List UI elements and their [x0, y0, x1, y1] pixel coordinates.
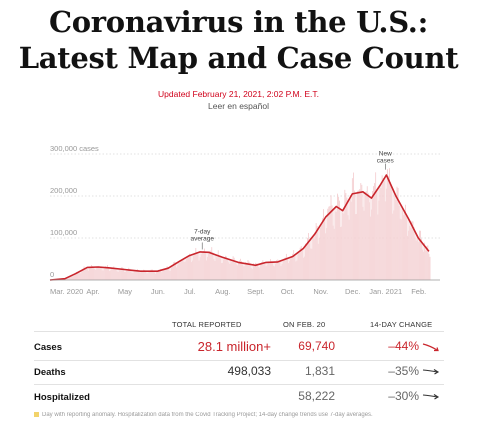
- x-tick-label: Jul.: [184, 287, 196, 296]
- hospitalized-change: –30%: [388, 389, 419, 403]
- headline-line-1: Coronavirus in the U.S.:: [48, 5, 429, 39]
- updated-timestamp: Updated February 21, 2021, 2:02 P.M. E.T…: [158, 89, 319, 99]
- annotation-line: 7-day: [194, 228, 211, 235]
- row-label-hospitalized: Hospitalized: [34, 392, 90, 403]
- daily-bar: [429, 256, 431, 280]
- y-tick-label: 200,000: [50, 186, 77, 195]
- row-label-cases: Cases: [34, 342, 62, 353]
- col-header-change: 14-DAY CHANGE: [370, 320, 433, 329]
- chart-line: [49, 174, 430, 281]
- x-tick-label: Feb.: [411, 287, 426, 296]
- x-tick-label: Jan. 2021: [369, 287, 402, 296]
- deaths-on-date: 1,831: [304, 364, 335, 378]
- col-header-on-date: ON FEB. 20: [283, 320, 326, 329]
- footnote-text: Day with reporting anomaly. Hospitalizat…: [42, 412, 373, 419]
- trend-arrow-icon: [422, 369, 440, 375]
- annotation-line: average: [190, 235, 214, 242]
- daily-bar: [428, 253, 430, 280]
- x-tick-label: Sept.: [247, 287, 265, 296]
- annotation-new-cases: New cases: [377, 151, 395, 165]
- annotation-line: cases: [377, 158, 395, 165]
- headline-line-2: Latest Map and Case Count: [18, 41, 459, 75]
- deaths-total: 498,033: [227, 364, 271, 378]
- x-tick-label: Aug.: [215, 287, 230, 296]
- y-tick-label: 100,000: [50, 228, 77, 237]
- trend-arrow-icon: [422, 394, 440, 400]
- average-area: [50, 175, 429, 280]
- annotation-line: New: [379, 151, 392, 158]
- row-divider: [34, 331, 444, 332]
- x-tick-label: Dec.: [345, 287, 360, 296]
- y-tick-label: 300,000 cases: [50, 144, 99, 153]
- x-tick-label: Oct.: [281, 287, 295, 296]
- hospitalized-on-date: 58,222: [298, 389, 335, 403]
- footnote: Day with reporting anomaly. Hospitalizat…: [34, 412, 454, 418]
- trend-arrow-icon: [422, 343, 439, 352]
- espanol-link[interactable]: Leer en español: [208, 101, 269, 111]
- row-divider: [34, 360, 444, 361]
- cases-chart: 0 100,000 200,000 300,000 cases Mar. 2020 Apr…: [49, 144, 440, 296]
- chart-labels: 0 100,000 200,000 300,000 cases Mar. 2020 Apr…: [50, 144, 426, 296]
- x-tick-label: Jun.: [151, 287, 165, 296]
- chart-annotations: 7-day average New cases: [190, 151, 395, 250]
- col-header-total: TOTAL REPORTED: [172, 320, 242, 329]
- deaths-change: –35%: [388, 364, 419, 378]
- cases-change: –44%: [388, 339, 419, 353]
- cases-total: 28.1 million+: [197, 339, 271, 354]
- row-label-deaths: Deaths: [34, 367, 66, 378]
- average-line: [49, 174, 430, 281]
- y-tick-label: 0: [50, 270, 54, 279]
- x-tick-label: Apr.: [86, 287, 99, 296]
- anomaly-marker-icon: [34, 412, 39, 417]
- cases-on-date: 69,740: [298, 339, 335, 353]
- annotation-7day: 7-day average: [190, 228, 214, 242]
- chart-area: [50, 175, 429, 280]
- x-tick-label: Nov.: [313, 287, 328, 296]
- x-tick-label: May: [118, 287, 132, 296]
- x-tick-label: Mar. 2020: [50, 287, 83, 296]
- row-divider: [34, 384, 444, 385]
